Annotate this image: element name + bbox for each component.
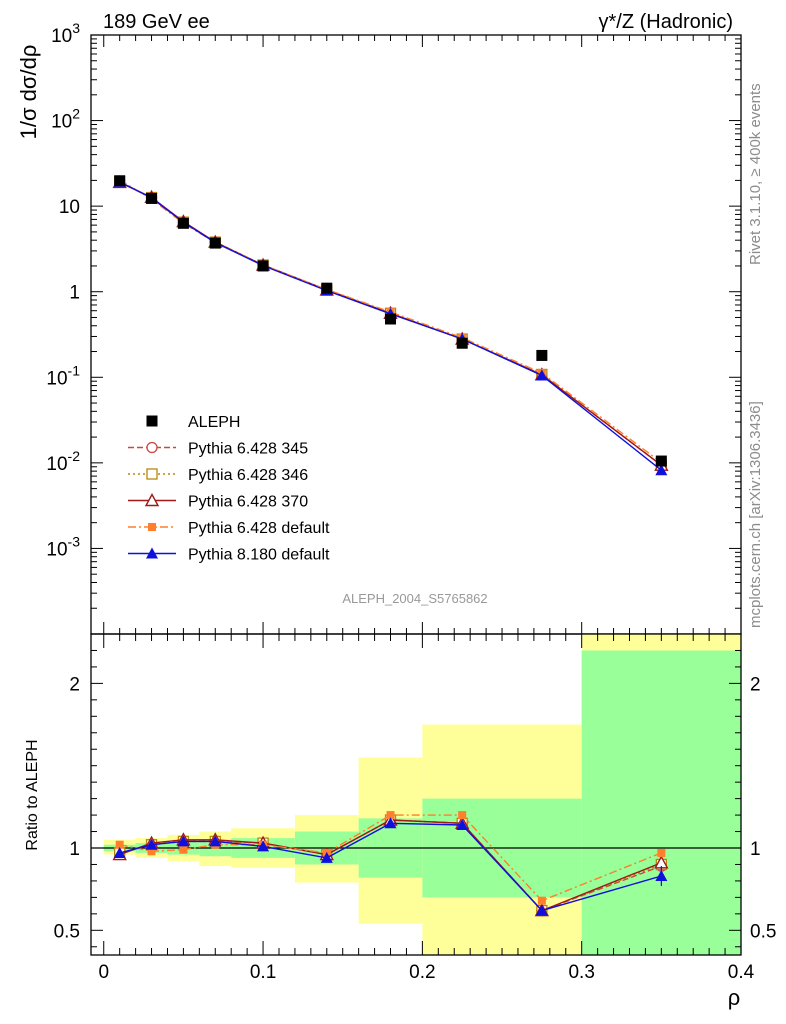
y-tick-label: 1 [69,839,80,860]
ratio-series-marker [384,817,397,829]
y-tick-label: 10-2 [46,448,80,475]
series-line [119,181,662,471]
y-tick-label-right: 0.5 [750,921,776,942]
ratio-series-marker [386,811,395,820]
data-point [456,337,468,349]
ratio-series-marker [535,904,548,916]
legend-marker [144,493,160,507]
top-panel: 10-3 10-2 10-1 1 10 102 103 [46,20,742,635]
y-tick-label: 0.5 [54,921,80,942]
mcplots-label: mcplots.cern.ch [arXiv:1306.3436] [747,401,764,628]
ratio-series-marker [179,845,188,854]
y-tick-label: 10-1 [46,362,80,389]
rivet-label: Rivet 3.1.10, ≥ 400k events [747,83,764,265]
ratio-series-marker [257,840,270,852]
ratio-y-axis-label: Ratio to ALEPH [24,739,41,850]
data-point [536,349,548,361]
legend-label: Pythia 8.180 default [188,547,330,564]
ratio-series-line [119,822,662,912]
ratio-series-marker [458,811,467,820]
x-tick-label: 0 [98,962,109,983]
x-axis-label: ρ [728,985,741,1010]
top-plot-frame [90,34,742,635]
header-right: γ*/Z (Hadronic) [599,11,733,33]
data-point [146,192,158,204]
data-point [655,455,667,467]
ratio-series-marker [147,847,156,856]
y-tick-label: 102 [51,106,80,133]
analysis-label: ALEPH_2004_S5765862 [342,591,487,606]
data-point [257,260,269,272]
legend-marker [146,415,158,427]
data-point [209,237,221,249]
legend-marker [146,468,158,480]
band-inner [581,650,741,955]
ratio-panel: 0.5 0.5 1 1 2 2 0 0.1 0.2 0.3 0.4 [54,633,776,983]
legend-marker [146,547,158,559]
legend-label: Pythia 6.428 370 [188,494,308,511]
ratio-series-marker [113,846,126,858]
x-tick-label: 0.4 [728,962,755,983]
y-tick-label: 1 [69,283,80,304]
y-tick-label-right: 1 [750,839,761,860]
legend-marker [148,523,156,531]
legend-label: ALEPH [188,414,240,431]
header-left: 189 GeV ee [103,11,210,33]
legend-label: Pythia 6.428 345 [188,441,308,458]
ratio-series-marker [320,851,333,863]
top-y-axis-label: 1/σ dσ/dρ [16,45,41,140]
series-marker [535,369,548,381]
data-point [321,282,333,294]
legend-label: Pythia 6.428 default [188,520,330,537]
legend-label: Pythia 6.428 346 [188,467,308,484]
ratio-series-marker [145,838,158,850]
x-tick-label: 0.2 [409,962,435,983]
legend-marker [146,441,158,454]
y-tick-label: 103 [51,20,80,47]
ratio-series-marker [657,848,666,857]
ratio-series-marker [209,835,222,847]
y-tick-label-right: 2 [750,674,761,695]
ratio-series-marker [537,896,546,905]
data-point [177,217,189,229]
series-line [119,179,662,464]
data-point [114,175,126,187]
ratio-series-marker [456,818,469,830]
ratio-plot-frame [90,633,742,956]
y-tick-label: 2 [69,674,80,695]
x-tick-label: 0.3 [568,962,594,983]
data-point [385,313,397,325]
y-tick-label: 10-3 [46,533,80,560]
y-tick-label: 10 [59,197,80,218]
series-marker [655,464,668,476]
x-tick-label: 0.1 [250,962,276,983]
ratio-series-marker [115,840,124,849]
ratio-series-marker [177,835,190,847]
ratio-series-line [119,814,662,902]
